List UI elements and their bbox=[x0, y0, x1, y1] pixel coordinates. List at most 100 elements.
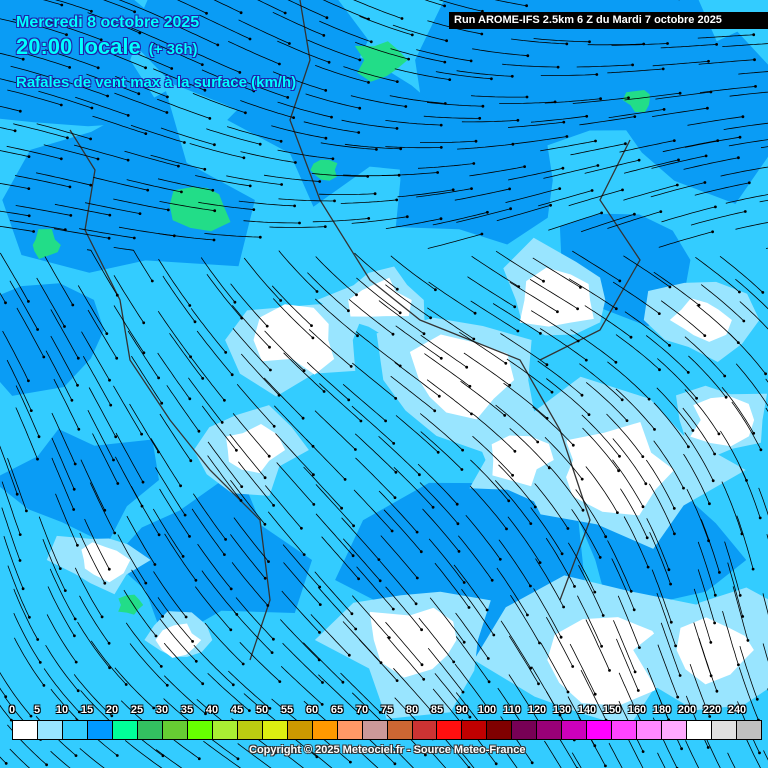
wind-streamline bbox=[544, 437, 583, 480]
wind-arrowhead bbox=[529, 584, 532, 588]
wind-streamline bbox=[432, 211, 488, 226]
wind-streamline bbox=[118, 0, 166, 20]
wind-streamline bbox=[572, 250, 621, 282]
wind-streamline bbox=[422, 508, 460, 552]
wind-arrowhead bbox=[407, 57, 410, 61]
wind-streamline bbox=[238, 461, 274, 506]
wind-streamline bbox=[125, 622, 162, 667]
wind-streamline bbox=[86, 249, 118, 296]
wind-arrowhead bbox=[72, 487, 76, 491]
wind-arrowhead bbox=[300, 526, 303, 530]
legend-label: 75 bbox=[380, 704, 394, 716]
wind-streamline bbox=[660, 300, 706, 336]
wind-arrowhead bbox=[711, 230, 714, 234]
wind-streamline bbox=[454, 663, 489, 710]
wind-streamline bbox=[188, 377, 223, 423]
wind-streamline bbox=[305, 438, 346, 480]
wind-arrowhead bbox=[154, 634, 158, 638]
wind-streamline bbox=[176, 0, 207, 14]
wind-arrowhead bbox=[320, 703, 324, 706]
wind-streamline bbox=[395, 415, 439, 453]
wind-streamline bbox=[383, 509, 422, 552]
wind-streamline bbox=[307, 39, 360, 61]
wind-streamline bbox=[420, 334, 467, 368]
wind-arrowhead bbox=[116, 482, 120, 485]
wind-streamline bbox=[728, 139, 768, 147]
wind-streamline bbox=[471, 95, 528, 98]
wind-streamline bbox=[319, 193, 376, 195]
wind-arrowhead bbox=[106, 94, 109, 98]
legend-label: 180 bbox=[652, 704, 672, 716]
wind-streamline bbox=[9, 748, 31, 768]
wind-streamline bbox=[280, 666, 323, 705]
legend-swatch bbox=[512, 721, 538, 739]
wind-arrowhead bbox=[738, 290, 741, 294]
wind-arrowhead bbox=[448, 78, 452, 81]
wind-streamline bbox=[351, 595, 390, 638]
wind-arrowhead bbox=[439, 356, 443, 360]
wind-arrowhead bbox=[193, 320, 197, 324]
wind-streamline bbox=[534, 483, 569, 529]
wind-streamline bbox=[230, 283, 268, 327]
legend-label: 70 bbox=[355, 704, 369, 716]
legend-swatch bbox=[462, 721, 488, 739]
wind-streamline bbox=[494, 480, 532, 524]
wind-arrowhead bbox=[164, 17, 168, 21]
wind-streamline bbox=[153, 68, 206, 91]
wind-arrowhead bbox=[587, 413, 591, 416]
wind-arrowhead bbox=[614, 307, 618, 311]
wind-arrowhead bbox=[713, 621, 716, 625]
wind-streamline bbox=[427, 233, 483, 249]
wind-arrowhead bbox=[36, 328, 39, 331]
wind-streamline bbox=[533, 588, 562, 638]
wind-arrowhead bbox=[59, 103, 63, 107]
wind-arrowhead bbox=[68, 185, 72, 189]
wind-streamline bbox=[612, 459, 644, 507]
wind-arrowhead bbox=[355, 293, 358, 297]
wind-arrowhead bbox=[755, 697, 759, 701]
wind-streamline bbox=[1, 507, 21, 561]
wind-arrowhead bbox=[235, 448, 238, 452]
wind-arrowhead bbox=[443, 4, 446, 8]
wind-streamline bbox=[385, 586, 422, 630]
wind-streamline bbox=[762, 593, 768, 615]
wind-streamline bbox=[282, 642, 323, 683]
wind-streamline bbox=[0, 78, 30, 87]
legend-label: 15 bbox=[80, 704, 94, 716]
wind-streamline bbox=[571, 752, 582, 768]
wind-arrowhead bbox=[68, 66, 71, 69]
wind-streamline bbox=[502, 63, 559, 68]
wind-arrowhead bbox=[513, 305, 517, 309]
wind-streamline bbox=[650, 182, 706, 198]
wind-streamline bbox=[315, 484, 354, 527]
wind-arrowhead bbox=[113, 531, 117, 535]
wind-arrowhead bbox=[70, 398, 74, 402]
wind-streamline bbox=[9, 220, 66, 231]
wind-streamline bbox=[281, 590, 320, 633]
legend-swatch bbox=[362, 721, 388, 739]
wind-arrowhead bbox=[188, 535, 191, 538]
wind-arrowhead bbox=[72, 508, 76, 511]
wind-streamline bbox=[195, 175, 251, 187]
wind-streamline bbox=[87, 410, 114, 461]
wind-streamline bbox=[93, 176, 148, 191]
wind-streamline bbox=[763, 750, 768, 761]
wind-streamline bbox=[277, 149, 333, 160]
wind-streamline bbox=[608, 742, 623, 768]
legend-swatch bbox=[612, 721, 638, 739]
wind-arrowhead bbox=[71, 303, 75, 307]
wind-arrowhead bbox=[107, 641, 111, 645]
wind-arrowhead bbox=[633, 115, 637, 118]
wind-streamline bbox=[530, 507, 563, 555]
wind-streamline bbox=[390, 375, 435, 412]
wind-arrowhead bbox=[596, 164, 600, 167]
wind-streamline bbox=[729, 91, 768, 97]
wind-streamline bbox=[314, 571, 353, 614]
wind-arrowhead bbox=[76, 543, 79, 547]
legend-label: 80 bbox=[405, 704, 419, 716]
wind-streamline bbox=[455, 612, 489, 659]
wind-arrowhead bbox=[59, 157, 63, 161]
wind-streamline bbox=[155, 467, 186, 516]
wind-arrowhead bbox=[758, 751, 761, 755]
wind-streamline bbox=[275, 433, 314, 475]
